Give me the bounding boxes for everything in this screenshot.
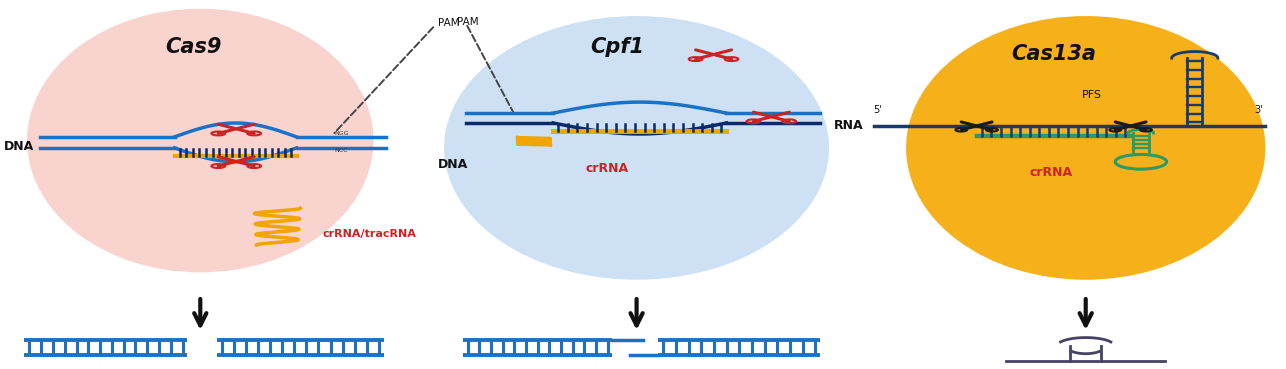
Text: PAM: PAM — [437, 18, 459, 28]
Text: crRNA: crRNA — [1030, 166, 1073, 179]
Text: PAM: PAM — [457, 17, 478, 27]
Text: crRNA/tracRNA: crRNA/tracRNA — [323, 229, 417, 239]
Text: 5': 5' — [873, 105, 882, 115]
Text: NCC: NCC — [334, 148, 349, 153]
Text: DNA: DNA — [4, 139, 35, 152]
Text: Cas13a: Cas13a — [1011, 45, 1096, 65]
Text: DNA: DNA — [437, 158, 468, 171]
Text: 3': 3' — [1255, 105, 1263, 115]
Text: Cpf1: Cpf1 — [590, 37, 644, 57]
Ellipse shape — [27, 9, 373, 272]
Text: RNA: RNA — [835, 120, 864, 132]
Text: PFS: PFS — [1082, 90, 1102, 100]
Text: crRNA: crRNA — [585, 162, 629, 175]
Ellipse shape — [444, 16, 829, 280]
Ellipse shape — [907, 16, 1265, 280]
Text: Cas9: Cas9 — [166, 37, 222, 57]
Text: NGG: NGG — [334, 131, 349, 137]
